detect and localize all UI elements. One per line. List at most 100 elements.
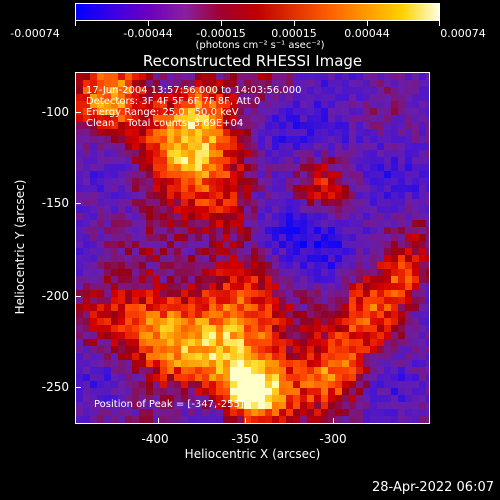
heatmap-cell: [97, 409, 105, 417]
y-tick: [75, 203, 81, 204]
heatmap-cell: [195, 297, 203, 305]
heatmap-cell: [209, 332, 217, 340]
heatmap-cell: [398, 108, 406, 116]
heatmap-cell: [76, 87, 84, 95]
heatmap-cell: [104, 360, 112, 368]
heatmap-cell: [76, 416, 84, 423]
heatmap-cell: [188, 416, 196, 423]
heatmap-cell: [104, 234, 112, 242]
heatmap-cell: [405, 346, 413, 354]
heatmap-cell: [405, 381, 413, 389]
heatmap-cell: [258, 290, 266, 298]
heatmap-cell: [230, 255, 238, 263]
heatmap-cell: [139, 325, 147, 333]
heatmap-cell: [97, 80, 105, 88]
heatmap-cell: [132, 255, 140, 263]
heatmap-cell: [174, 353, 182, 361]
heatmap-cell: [83, 129, 91, 137]
heatmap-cell: [272, 395, 280, 403]
heatmap-cell: [146, 290, 154, 298]
heatmap-cell: [335, 325, 343, 333]
heatmap-cell: [265, 297, 273, 305]
heatmap-cell: [132, 150, 140, 158]
heatmap-cell: [209, 325, 217, 333]
heatmap-cell: [356, 248, 364, 256]
heatmap-cell: [293, 122, 301, 130]
heatmap-cell: [230, 297, 238, 305]
heatmap-cell: [286, 213, 294, 221]
heatmap-cell: [328, 150, 336, 158]
heatmap-cell: [384, 325, 392, 333]
heatmap-cell: [398, 220, 406, 228]
heatmap-cell: [97, 297, 105, 305]
heatmap-cell: [349, 374, 357, 382]
heatmap-cell: [237, 178, 245, 186]
heatmap-cell: [328, 290, 336, 298]
heatmap-cell: [370, 185, 378, 193]
heatmap-cell: [307, 381, 315, 389]
heatmap-cell: [223, 374, 231, 382]
heatmap-cell: [202, 255, 210, 263]
heatmap-cell: [90, 108, 98, 116]
heatmap-cell: [272, 122, 280, 130]
heatmap-cell: [139, 136, 147, 144]
heatmap-cell: [363, 206, 371, 214]
heatmap-cell: [293, 192, 301, 200]
heatmap-cell: [97, 150, 105, 158]
heatmap-cell: [216, 80, 224, 88]
heatmap-cell: [377, 206, 385, 214]
heatmap-cell: [83, 73, 91, 81]
heatmap-cell: [272, 87, 280, 95]
heatmap-cell: [335, 80, 343, 88]
heatmap-cell: [412, 332, 420, 340]
heatmap-cell: [97, 255, 105, 263]
heatmap-cell: [391, 297, 399, 305]
heatmap-cell: [153, 185, 161, 193]
heatmap-cell: [335, 150, 343, 158]
heatmap-cell: [104, 388, 112, 396]
heatmap-cell: [188, 171, 196, 179]
heatmap-cell: [335, 87, 343, 95]
heatmap-cell: [314, 108, 322, 116]
heatmap-cell: [111, 227, 119, 235]
heatmap-cell: [83, 388, 91, 396]
heatmap-cell: [237, 402, 245, 410]
heatmap-cell: [321, 276, 329, 284]
heatmap-cell: [195, 220, 203, 228]
heatmap-cell: [265, 276, 273, 284]
heatmap-cell: [405, 220, 413, 228]
heatmap-cell: [188, 311, 196, 319]
heatmap-cell: [202, 297, 210, 305]
heatmap-cell: [272, 213, 280, 221]
heatmap-cell: [363, 164, 371, 172]
heatmap-cell: [181, 87, 189, 95]
heatmap-cell: [111, 395, 119, 403]
heatmap-cell: [314, 220, 322, 228]
heatmap-cell: [202, 241, 210, 249]
heatmap-cell: [328, 346, 336, 354]
heatmap-cell: [104, 262, 112, 270]
heatmap-cell: [419, 206, 427, 214]
heatmap-cell: [230, 367, 238, 375]
heatmap-cell: [272, 73, 280, 81]
heatmap-cell: [76, 311, 84, 319]
heatmap-cell: [237, 143, 245, 151]
heatmap-cell: [426, 129, 429, 137]
heatmap-cell: [83, 311, 91, 319]
heatmap-cell: [244, 136, 252, 144]
heatmap-cell: [349, 367, 357, 375]
heatmap-cell: [90, 325, 98, 333]
heatmap-cell: [139, 185, 147, 193]
y-tick: [75, 296, 81, 297]
heatmap-cell: [363, 276, 371, 284]
heatmap-cell: [398, 129, 406, 137]
heatmap-cell: [258, 416, 266, 423]
heatmap-cell: [307, 388, 315, 396]
heatmap-cell: [181, 360, 189, 368]
heatmap-cell: [76, 143, 84, 151]
heatmap-cell: [188, 304, 196, 312]
heatmap-cell: [321, 136, 329, 144]
heatmap-cell: [377, 409, 385, 417]
heatmap-cell: [181, 318, 189, 326]
heatmap-cell: [370, 402, 378, 410]
